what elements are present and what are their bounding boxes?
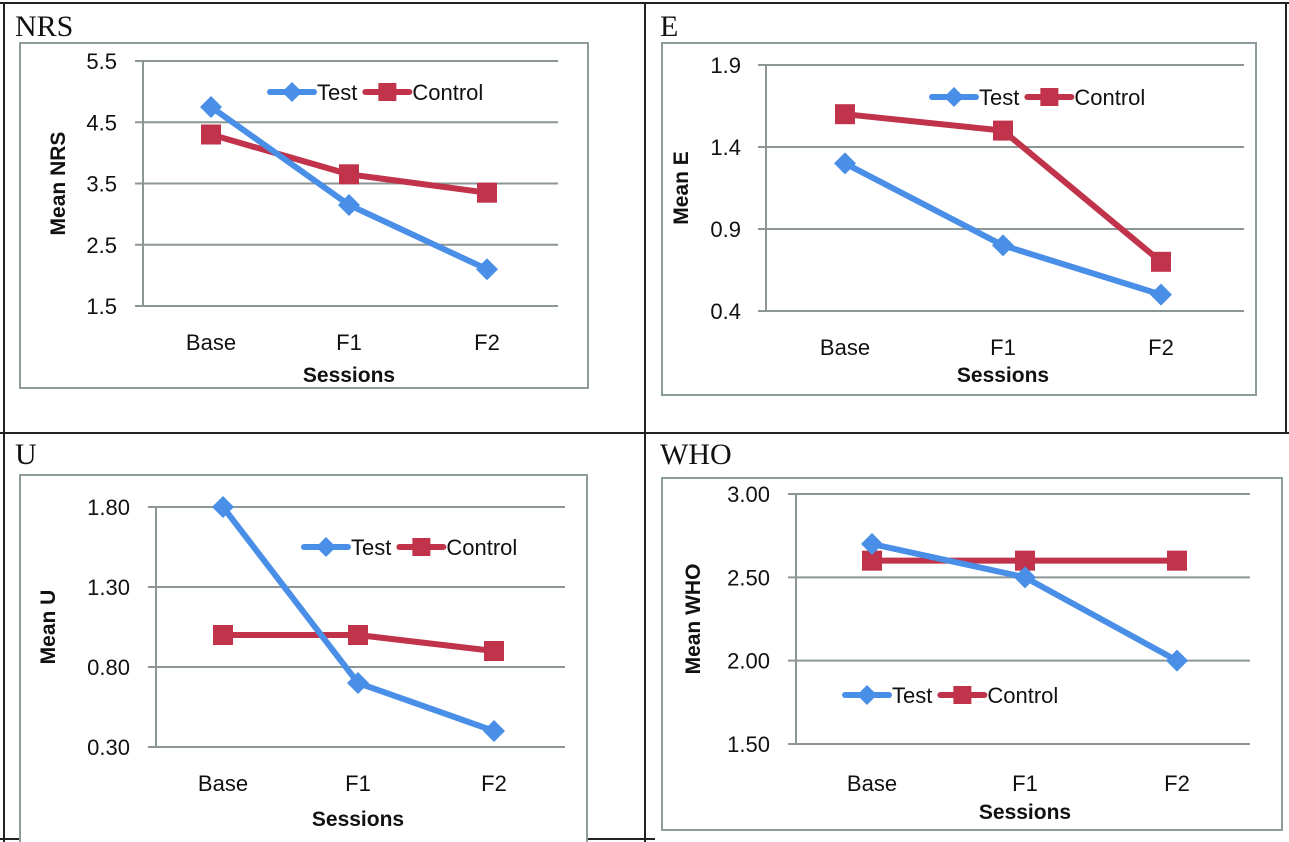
data-point-control [1151, 251, 1171, 272]
data-point-control [213, 625, 233, 645]
legend-label-control: Control [987, 683, 1058, 708]
x-axis-title: Sessions [979, 801, 1071, 824]
chart-e: 0.4 0.9 1.4 1.9 Base F1 F2 Sessions Mean E Test Co… [661, 42, 1257, 396]
data-point-test [338, 193, 360, 216]
legend-label-control: Control [1074, 85, 1145, 110]
x-tick-label: Base [820, 335, 870, 360]
legend-label-test: Test [892, 683, 932, 708]
y-tick-label: 2.5 [86, 233, 117, 258]
data-point-control [835, 104, 855, 125]
panel-label-nrs: NRS [15, 10, 74, 43]
x-tick-label: Base [198, 771, 248, 796]
x-axis-title: Sessions [957, 364, 1049, 387]
table-divider-vertical [644, 2, 646, 842]
y-axis-title: Mean U [37, 590, 60, 665]
y-tick-label: 1.80 [87, 495, 130, 520]
legend-marker-test [282, 82, 302, 102]
x-tick-label: F2 [1148, 335, 1174, 360]
data-point-test [476, 258, 498, 281]
y-tick-label: 1.5 [86, 294, 117, 319]
data-point-test [1166, 649, 1188, 672]
chart-frame [19, 42, 589, 389]
y-axis-title: Mean WHO [682, 564, 705, 675]
legend-marker-control [412, 538, 431, 556]
data-point-control [339, 164, 359, 185]
y-tick-label: 0.4 [710, 299, 741, 324]
data-point-control [348, 625, 368, 645]
x-tick-label: F1 [336, 330, 362, 355]
y-tick-label: 0.30 [87, 735, 130, 760]
x-tick-label: F1 [990, 335, 1016, 360]
data-point-test [992, 234, 1014, 257]
x-tick-label: F1 [345, 771, 371, 796]
x-tick-label: Base [847, 771, 897, 796]
x-axis-title: Sessions [312, 808, 404, 831]
x-tick-label: F1 [1012, 771, 1038, 796]
y-tick-label: 0.80 [87, 655, 130, 680]
table-border-left [3, 2, 5, 842]
chart-u: 0.30 0.80 1.30 1.80 Base F1 F2 Sessions Mean U Te… [19, 474, 588, 842]
panel-label-u: U [15, 438, 37, 471]
chart-who: 1.50 2.00 2.50 3.00 Base F1 F2 Sessions Mean WHO… [661, 477, 1283, 831]
panel-label-who: WHO [660, 438, 732, 471]
data-point-control [1015, 550, 1035, 571]
data-point-test [1150, 283, 1172, 306]
data-point-control [477, 182, 497, 203]
data-point-test [834, 152, 856, 175]
panel-label-e: E [660, 10, 679, 43]
y-tick-label: 1.9 [710, 53, 741, 78]
data-point-control [993, 120, 1013, 141]
data-point-test [1014, 566, 1036, 589]
y-tick-label: 1.4 [710, 135, 741, 160]
x-tick-label: F2 [474, 330, 500, 355]
data-point-control [484, 641, 504, 661]
data-point-test [483, 720, 505, 742]
data-point-test [861, 533, 883, 555]
y-tick-label: 2.00 [727, 649, 770, 674]
y-tick-label: 3.00 [727, 482, 770, 507]
data-point-control [862, 550, 882, 571]
legend-marker-test [316, 537, 336, 557]
x-tick-label: F2 [1164, 771, 1190, 796]
x-tick-label: F2 [481, 771, 507, 796]
x-axis-title: Sessions [303, 364, 395, 387]
table-divider-horizontal [0, 432, 1289, 434]
data-point-control [201, 124, 221, 145]
legend-marker-test [944, 87, 964, 107]
table-border-right [1285, 2, 1287, 432]
legend-label-test: Test [979, 85, 1019, 110]
legend-label-control: Control [412, 80, 483, 105]
data-point-test [200, 95, 222, 118]
y-tick-label: 2.50 [727, 565, 770, 590]
data-point-control [1167, 550, 1187, 571]
legend-marker-control [378, 83, 397, 101]
legend-label-test: Test [351, 535, 391, 560]
legend-marker-test [857, 685, 877, 705]
y-tick-label: 1.30 [87, 575, 130, 600]
data-point-test [212, 496, 234, 518]
y-axis-title: Mean NRS [47, 132, 70, 236]
y-tick-label: 0.9 [710, 217, 741, 242]
y-axis-title: Mean E [670, 151, 693, 225]
data-point-test [347, 672, 369, 694]
y-tick-label: 1.50 [727, 732, 770, 757]
y-tick-label: 5.5 [86, 49, 117, 74]
legend-marker-control [1040, 88, 1059, 106]
y-tick-label: 3.5 [86, 172, 117, 197]
x-tick-label: Base [186, 330, 236, 355]
legend-label-control: Control [446, 535, 517, 560]
y-tick-label: 4.5 [86, 110, 117, 135]
legend-marker-control [953, 686, 972, 704]
legend-label-test: Test [317, 80, 357, 105]
chart-nrs: 1.5 2.5 3.5 4.5 5.5 Base F1 F2 Sessions Mean NRS T… [19, 42, 589, 389]
